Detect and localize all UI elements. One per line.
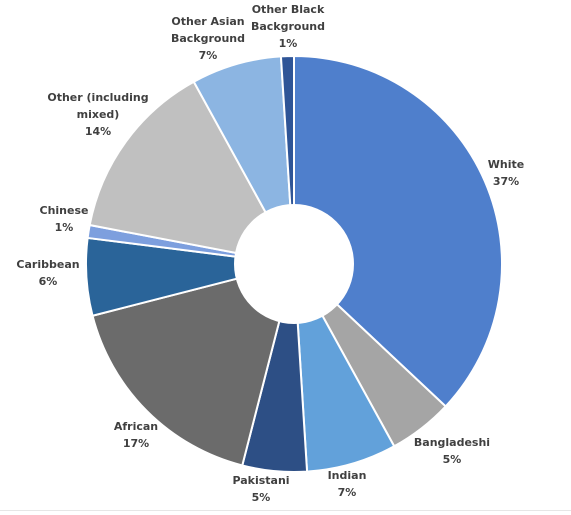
data-label-bangladeshi: Bangladeshi 5% bbox=[414, 436, 490, 466]
data-label-pakistani: Pakistani 5% bbox=[232, 474, 289, 504]
slice-white bbox=[293, 54, 503, 408]
data-label-other-black-background: Other Black Background 1% bbox=[251, 3, 325, 50]
slice-other-including-mixed bbox=[88, 80, 296, 266]
data-label-other-including-mixed: Other (including mixed) 14% bbox=[47, 91, 148, 138]
data-label-white: White 37% bbox=[488, 158, 524, 188]
slice-african bbox=[91, 262, 296, 467]
slices bbox=[85, 54, 503, 473]
bottom-divider bbox=[0, 510, 571, 511]
data-label-chinese: Chinese 1% bbox=[40, 204, 89, 234]
data-label-indian: Indian 7% bbox=[328, 469, 367, 499]
data-label-other-asian-background: Other Asian Background 7% bbox=[171, 15, 245, 62]
data-labels: White 37% Bangladeshi 5% Indian 7% Pakistani 5%… bbox=[16, 3, 524, 504]
data-label-caribbean: Caribbean 6% bbox=[16, 258, 79, 288]
data-label-african: African 17% bbox=[114, 420, 158, 450]
donut-hole bbox=[234, 204, 354, 324]
